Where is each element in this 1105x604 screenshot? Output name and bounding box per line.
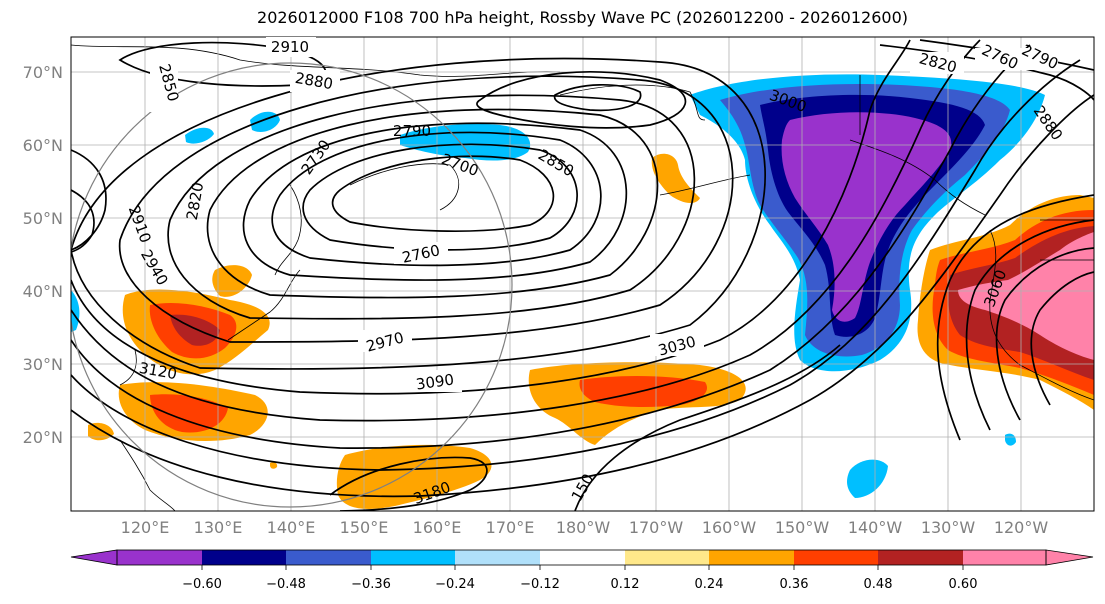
colorbar-swatch [371, 550, 455, 565]
lon-label: 180°W [556, 518, 611, 537]
contour-label: 3090 [415, 370, 455, 393]
colorbar-swatch [286, 550, 371, 565]
colorbar-outline-right [1045, 549, 1094, 566]
colorbar-tick-label: −0.24 [435, 577, 475, 592]
colorbar-tick-label: −0.12 [520, 577, 560, 592]
lon-label: 150°W [775, 518, 830, 537]
colorbar-tick-label: −0.48 [266, 577, 306, 592]
lat-label: 60°N [23, 136, 63, 155]
map-frame [70, 36, 1095, 512]
colorbar-swatch [71, 550, 202, 565]
lat-label: 20°N [23, 428, 63, 447]
colorbar-tick-label: 0.24 [695, 577, 724, 592]
colorbar-swatch [709, 550, 794, 565]
longitude-labels: 120°E 130°E 140°E 150°E 160°E 170°E 180°… [121, 518, 1049, 537]
lon-label: 130°W [921, 518, 976, 537]
colorbar-tick-label: 0.12 [611, 577, 640, 592]
colorbar-swatch [625, 550, 709, 565]
lon-label: 170°E [486, 518, 535, 537]
colorbar-swatch [202, 550, 286, 565]
colorbar: −0.60 −0.48 −0.36 −0.24 −0.12 0.12 0.24 0.36 0.4… [70, 549, 1094, 592]
lon-label: 120°E [121, 518, 170, 537]
lat-label: 40°N [23, 282, 63, 301]
colorbar-tick-label: −0.36 [351, 577, 391, 592]
lon-label: 160°E [413, 518, 462, 537]
lat-label: 70°N [23, 63, 63, 82]
lon-label: 140°W [848, 518, 903, 537]
lat-label: 30°N [23, 355, 63, 374]
lon-label: 120°W [994, 518, 1049, 537]
colorbar-swatch [963, 550, 1093, 565]
map-title: 2026012000 F108 700 hPa height, Rossby W… [257, 8, 908, 27]
contour-label: 2910 [271, 38, 309, 56]
colorbar-swatch [540, 550, 625, 565]
colorbar-swatch [455, 550, 540, 565]
lat-label: 50°N [23, 209, 63, 228]
lon-label: 160°W [702, 518, 757, 537]
lon-label: 130°E [194, 518, 243, 537]
colorbar-swatch [794, 550, 878, 565]
latitude-labels: 70°N 60°N 50°N 40°N 30°N 20°N [23, 63, 63, 447]
colorbar-tick-label: 0.36 [780, 577, 809, 592]
colorbar-tick-label: 0.48 [864, 577, 893, 592]
contour-label: 2790 [393, 122, 431, 140]
colorbar-tick-label: 0.60 [949, 577, 978, 592]
colorbar-tick-label: −0.60 [182, 577, 222, 592]
lon-label: 170°W [629, 518, 684, 537]
map-content [71, 37, 1094, 511]
colorbar-swatch [878, 550, 963, 565]
height-contours [71, 39, 1094, 511]
distance-circle [71, 62, 513, 508]
contour-labels: 2910 2850 2880 2820 2760 2790 3000 2880 … [125, 37, 1066, 508]
lon-label: 140°E [267, 518, 316, 537]
lon-label: 150°E [340, 518, 389, 537]
